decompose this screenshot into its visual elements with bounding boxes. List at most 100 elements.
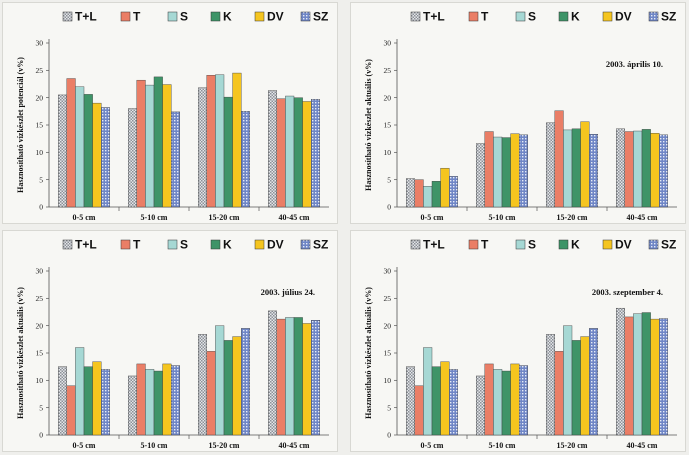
legend-label-k: K bbox=[223, 238, 232, 252]
bar-sz-15-20-cm bbox=[240, 328, 250, 436]
bar-k-5-10-cm bbox=[153, 370, 163, 436]
bar-tplus-l-40-45-cm bbox=[268, 310, 278, 436]
bar-tplus-l-5-10-cm bbox=[127, 375, 137, 436]
bar-t-15-20-cm bbox=[206, 75, 216, 208]
x-category-label: 15-20 cm bbox=[209, 213, 240, 222]
bar-t-40-45-cm bbox=[624, 131, 634, 208]
x-category-label: 15-20 cm bbox=[557, 213, 588, 222]
bar-t-0-5-cm bbox=[66, 385, 76, 436]
bar-sz-5-10-cm bbox=[518, 134, 528, 208]
bar-tplus-l-40-45-cm bbox=[616, 128, 626, 208]
date-label: 2003. július 24. bbox=[261, 287, 315, 297]
y-tick-label: 25 bbox=[384, 66, 392, 75]
legend-swatch-s bbox=[167, 11, 178, 22]
chart-panel-potential: T+L T S K DV SZ Hasznosítható vízkészlet poten… bbox=[2, 2, 338, 224]
y-tick-label: 15 bbox=[384, 121, 392, 130]
legend-swatch-tplus-l bbox=[410, 239, 421, 250]
legend-swatch-t bbox=[468, 239, 479, 250]
bar-k-15-20-cm bbox=[571, 128, 581, 208]
bar-s-15-20-cm bbox=[215, 325, 225, 436]
legend-swatch-dv bbox=[602, 239, 613, 250]
y-tick-label: 10 bbox=[384, 148, 392, 157]
bar-s-0-5-cm bbox=[75, 347, 85, 436]
legend-label-t: T bbox=[481, 238, 489, 252]
bar-s-15-20-cm bbox=[563, 325, 573, 436]
bar-k-40-45-cm bbox=[293, 97, 303, 208]
y-tick-label: 20 bbox=[384, 321, 392, 330]
bar-s-15-20-cm bbox=[563, 129, 573, 208]
legend-swatch-sz bbox=[300, 239, 311, 250]
bar-sz-15-20-cm bbox=[588, 134, 598, 208]
bar-k-5-10-cm bbox=[153, 76, 163, 208]
legend-swatch-tplus-l bbox=[62, 239, 73, 250]
bar-dv-5-10-cm bbox=[162, 84, 172, 208]
bar-tplus-l-15-20-cm bbox=[545, 334, 555, 436]
y-tick-label: 10 bbox=[36, 148, 44, 157]
bar-k-0-5-cm bbox=[431, 181, 441, 208]
bar-t-0-5-cm bbox=[414, 385, 424, 436]
chart-panel-april: T+L T S K DV SZ 2003. április 10. Hasznosítható… bbox=[350, 2, 686, 224]
y-tick-label: 5 bbox=[39, 175, 43, 184]
y-tick-label: 15 bbox=[36, 121, 44, 130]
y-tick-label: 20 bbox=[384, 93, 392, 102]
legend-swatch-t bbox=[120, 239, 131, 250]
y-tick-label: 10 bbox=[384, 376, 392, 385]
legend-swatch-sz bbox=[648, 239, 659, 250]
chart-panel-september: T+L T S K DV SZ 2003. szeptember 4. Hasznosítha… bbox=[350, 230, 686, 452]
chart-svg: T+L T S K DV SZ Hasznosítható vízkészlet poten… bbox=[16, 10, 329, 222]
legend-swatch-s bbox=[515, 239, 526, 250]
bar-t-5-10-cm bbox=[484, 363, 494, 436]
bar-sz-15-20-cm bbox=[240, 111, 250, 208]
legend-label-sz: SZ bbox=[661, 10, 676, 24]
legend-swatch-k bbox=[210, 239, 221, 250]
legend-label-sz: SZ bbox=[661, 238, 676, 252]
x-category-label: 5-10 cm bbox=[141, 441, 168, 450]
y-axis-label: Hasznosítható vízkészlet aktuális (v%) bbox=[364, 287, 373, 419]
bar-k-40-45-cm bbox=[641, 312, 651, 436]
legend-label-tplus-l: T+L bbox=[423, 10, 445, 24]
legend-label-sz: SZ bbox=[313, 238, 328, 252]
bar-dv-0-5-cm bbox=[92, 361, 102, 436]
bar-sz-0-5-cm bbox=[448, 176, 458, 208]
bar-dv-40-45-cm bbox=[302, 101, 312, 208]
bar-tplus-l-15-20-cm bbox=[197, 87, 207, 208]
legend-swatch-k bbox=[558, 239, 569, 250]
bar-sz-15-20-cm bbox=[588, 328, 598, 436]
y-tick-label: 0 bbox=[39, 431, 43, 440]
bar-s-0-5-cm bbox=[423, 186, 433, 208]
bar-dv-15-20-cm bbox=[580, 336, 590, 436]
legend-label-dv: DV bbox=[615, 238, 632, 252]
y-tick-label: 0 bbox=[39, 203, 43, 212]
bar-tplus-l-40-45-cm bbox=[616, 307, 626, 436]
y-tick-label: 25 bbox=[36, 66, 44, 75]
bar-t-0-5-cm bbox=[414, 179, 424, 208]
y-tick-label: 5 bbox=[39, 403, 43, 412]
date-label: 2003. április 10. bbox=[606, 59, 663, 69]
bar-sz-5-10-cm bbox=[518, 365, 528, 436]
bar-dv-15-20-cm bbox=[232, 336, 242, 436]
bar-k-15-20-cm bbox=[571, 340, 581, 436]
date-label: 2003. szeptember 4. bbox=[592, 287, 663, 297]
bar-s-5-10-cm bbox=[145, 369, 155, 436]
bar-tplus-l-5-10-cm bbox=[127, 108, 137, 208]
legend: T+L T S K DV SZ bbox=[410, 238, 676, 252]
bar-dv-15-20-cm bbox=[580, 121, 590, 208]
bar-sz-0-5-cm bbox=[100, 369, 110, 436]
bar-dv-0-5-cm bbox=[440, 361, 450, 436]
bar-s-5-10-cm bbox=[493, 369, 503, 436]
bar-t-5-10-cm bbox=[484, 131, 494, 208]
bar-k-15-20-cm bbox=[223, 96, 233, 208]
y-tick-label: 5 bbox=[387, 403, 391, 412]
bar-tplus-l-0-5-cm bbox=[406, 366, 416, 436]
x-category-label: 40-45 cm bbox=[627, 441, 658, 450]
bar-s-5-10-cm bbox=[145, 84, 155, 208]
bar-dv-40-45-cm bbox=[650, 132, 660, 208]
legend-label-s: S bbox=[180, 238, 188, 252]
y-axis-label: Hasznosítható vízkészlet aktuális (v%) bbox=[364, 59, 373, 191]
bar-sz-0-5-cm bbox=[100, 107, 110, 208]
legend-label-s: S bbox=[180, 10, 188, 24]
bar-sz-5-10-cm bbox=[170, 111, 180, 208]
chart-svg: T+L T S K DV SZ 2003. július 24. Hasznosítható … bbox=[16, 238, 329, 450]
bar-k-0-5-cm bbox=[83, 366, 93, 436]
legend-swatch-tplus-l bbox=[62, 11, 73, 22]
